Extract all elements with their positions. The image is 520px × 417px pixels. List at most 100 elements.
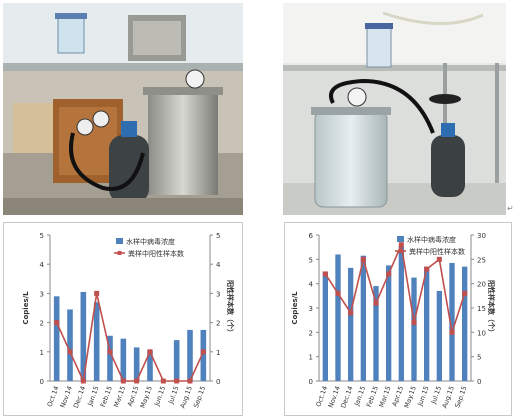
- apparatus-photo-right: [283, 3, 506, 215]
- bar: [147, 350, 153, 381]
- y-tick-label-left: 5: [309, 256, 313, 264]
- line-point: [398, 242, 404, 248]
- y-tick-label-right: 20: [477, 281, 486, 289]
- y-tick-label-left: 0: [40, 378, 44, 386]
- bar: [462, 266, 468, 381]
- x-tick-label: Sep.15: [192, 385, 207, 409]
- y-tick-label-right: 5: [216, 232, 220, 240]
- return-mark: ↵: [507, 204, 514, 213]
- y-axis-title-right: 阳性样本数（个）: [487, 280, 496, 336]
- legend-swatch-bar: [397, 236, 404, 242]
- y-axis-title-left: Copies/L: [291, 291, 299, 325]
- bar: [348, 267, 354, 381]
- bar: [120, 338, 127, 381]
- y-tick-label-left: 4: [309, 281, 314, 289]
- line-point: [107, 349, 113, 355]
- bar: [67, 309, 73, 381]
- sampler-apparatus-photo: [283, 3, 506, 215]
- bar: [373, 286, 379, 381]
- legend-swatch-bar: [116, 238, 123, 244]
- y-tick-label-right: 30: [477, 232, 486, 240]
- bar: [360, 255, 366, 381]
- line-point: [424, 266, 430, 272]
- x-tick-label: Jun.15: [152, 385, 167, 408]
- line-point: [449, 329, 455, 335]
- y-tick-label-left: 2: [40, 320, 44, 328]
- bar: [436, 290, 442, 381]
- y-tick-label-left: 3: [40, 290, 44, 298]
- line-point: [200, 349, 206, 355]
- bar: [107, 335, 113, 381]
- y-tick-label-right: 5: [477, 354, 481, 362]
- bar: [200, 329, 207, 381]
- y-tick-label-right: 0: [477, 378, 481, 386]
- bar: [53, 296, 60, 381]
- legend-label-line: 粪样中阳性样本数: [409, 247, 465, 256]
- legend-label-line: 粪样中阳性样本数: [128, 249, 184, 258]
- bar: [424, 266, 430, 381]
- bar: [335, 254, 341, 381]
- line-point: [373, 300, 379, 306]
- y-tick-label-right: 25: [477, 256, 486, 264]
- x-tick-label: Jun.15: [416, 385, 431, 408]
- line-point: [80, 378, 86, 384]
- legend-label-bar: 水样中病毒浓度: [407, 235, 456, 244]
- y-tick-label-left: 5: [40, 232, 44, 240]
- y-tick-label-right: 2: [216, 320, 220, 328]
- x-tick-label: Apr.15: [126, 385, 141, 407]
- legend-swatch-line-marker: [398, 249, 403, 253]
- series-line: [324, 241, 466, 333]
- bar: [411, 277, 417, 381]
- bar: [173, 340, 180, 381]
- y-tick-label-left: 0: [309, 378, 313, 386]
- line-point: [386, 271, 392, 277]
- y-tick-label-left: 3: [309, 305, 313, 313]
- line-point: [67, 349, 73, 355]
- y-tick-label-right: 4: [216, 261, 221, 269]
- y-tick-label-right: 15: [477, 305, 486, 313]
- y-tick-label-right: 1: [216, 349, 220, 357]
- y-axis-title-left: Copies/L: [22, 291, 30, 325]
- bar: [322, 271, 328, 381]
- bar: [398, 245, 404, 381]
- line-point: [335, 290, 341, 296]
- line-point: [348, 310, 354, 316]
- line-point: [187, 378, 193, 384]
- legend-swatch-line-marker: [117, 251, 122, 255]
- line-point: [322, 271, 328, 277]
- bar: [449, 262, 455, 381]
- y-tick-label-left: 1: [309, 354, 313, 362]
- line-point: [94, 290, 100, 296]
- bar: [93, 302, 100, 381]
- apparatus-photo-left: [3, 3, 243, 215]
- y-tick-label-left: 6: [309, 232, 314, 240]
- chart-panel-right: 0 1 2 3 4 5 6 0 5 10 15 20 25 30 Copies/L 阳性样本数（个） Oct.1…: [284, 222, 512, 416]
- line-point: [134, 378, 140, 384]
- x-tick-label: Jul.15: [166, 385, 180, 406]
- x-tick-label: Dec.14: [72, 385, 87, 409]
- line-point: [462, 290, 468, 296]
- line-point: [120, 378, 126, 384]
- y-tick-label-left: 4: [40, 261, 45, 269]
- bar: [386, 265, 392, 381]
- x-tick-label: May.15: [139, 385, 154, 409]
- bar: [133, 347, 140, 381]
- y-tick-label-right: 10: [477, 329, 486, 337]
- line-point: [360, 256, 366, 262]
- line-point: [147, 349, 153, 355]
- legend-label-bar: 水样中病毒浓度: [126, 237, 175, 246]
- bar: [80, 291, 87, 381]
- line-point: [411, 320, 417, 326]
- series-line: [55, 293, 205, 384]
- line-point: [160, 378, 166, 384]
- bar: [187, 329, 193, 381]
- y-tick-label-right: 0: [216, 378, 220, 386]
- sampler-apparatus-photo: [3, 3, 243, 215]
- line-point: [436, 256, 442, 262]
- x-tick-label: Sep.15: [453, 385, 468, 409]
- y-tick-label-left: 1: [40, 349, 44, 357]
- y-tick-label-right: 3: [216, 290, 220, 298]
- y-tick-label-left: 2: [309, 329, 313, 337]
